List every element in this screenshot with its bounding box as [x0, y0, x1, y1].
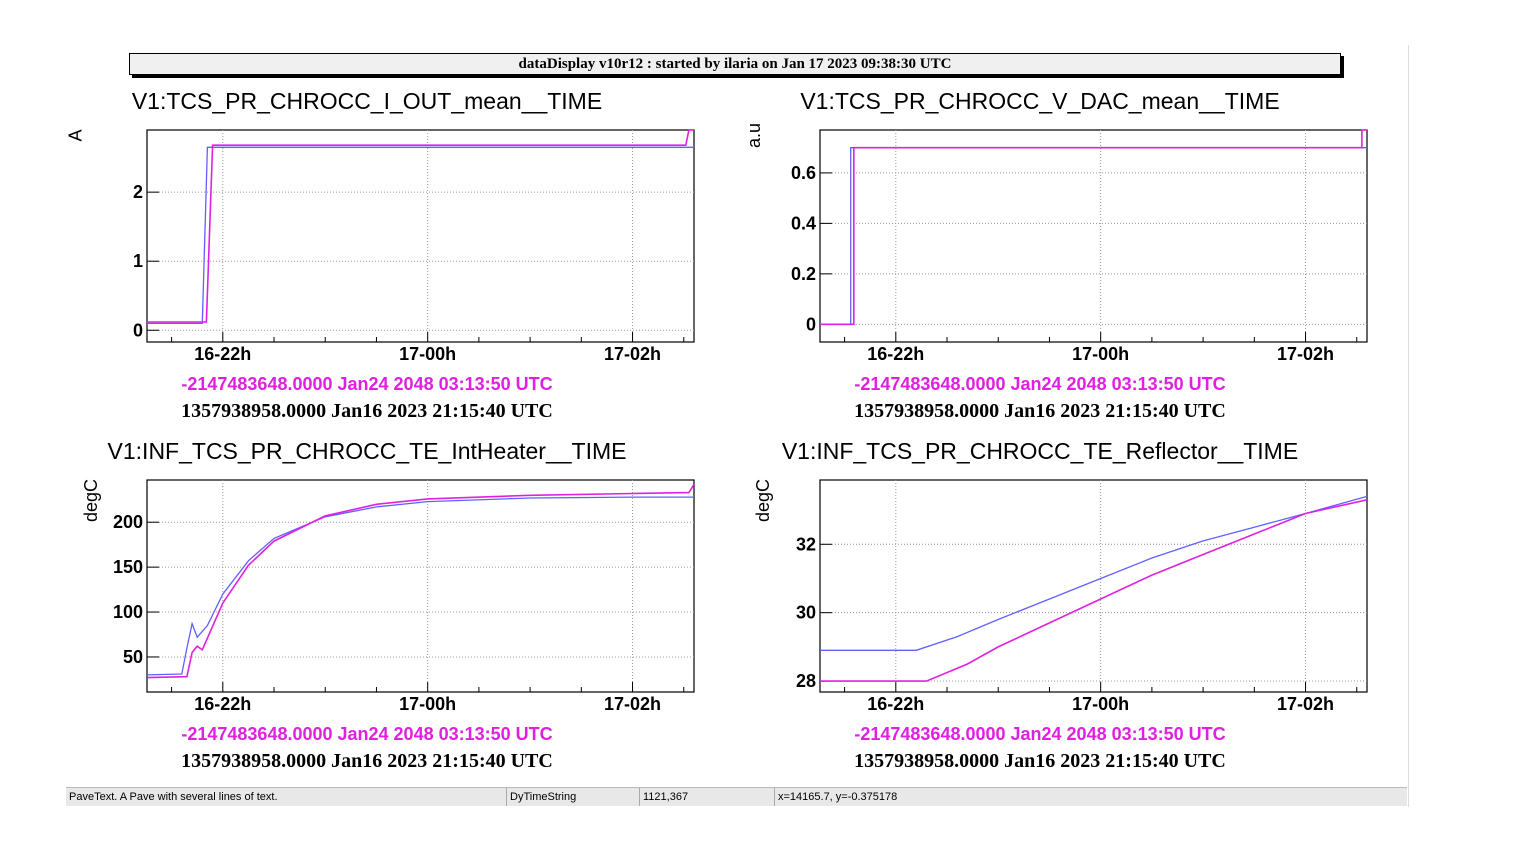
- series-blue-line: [820, 495, 1368, 651]
- status-class: DyTimeString: [506, 788, 576, 806]
- panel-title: V1:TCS_PR_CHROCC_I_OUT_mean__TIME: [131, 88, 603, 114]
- y-axis-label: a.u: [744, 122, 765, 149]
- x-tick-label: 17-00h: [399, 344, 456, 364]
- timestamp-line-2: 1357938958.0000 Jan16 2023 21:15:40 UTC: [181, 400, 553, 422]
- timestamp-line-1: -2147483648.0000 Jan24 2048 03:13:50 UTC: [854, 724, 1226, 744]
- x-tick-label: 16-22h: [867, 344, 924, 364]
- x-tick-label: 16-22h: [867, 694, 924, 714]
- series-magenta-line: [820, 129, 1367, 326]
- series-magenta-line: [146, 484, 695, 679]
- timestamp-line-2: 1357938958.0000 Jan16 2023 21:15:40 UTC: [854, 400, 1226, 422]
- series-blue-line: [147, 146, 694, 325]
- status-object: PaveText. A Pave with several lines of t…: [69, 791, 278, 803]
- y-tick-label: 0.4: [791, 213, 816, 233]
- plot-frame: [819, 129, 1368, 343]
- x-tick-label: 16-22h: [194, 694, 251, 714]
- y-tick-label: 100: [113, 602, 143, 622]
- x-tick-label: 17-02h: [1277, 344, 1334, 364]
- y-tick-label: 0: [806, 314, 816, 334]
- y-axis-label: degC: [81, 478, 102, 523]
- panel-title: V1:TCS_PR_CHROCC_V_DAC_mean__TIME: [800, 88, 1280, 114]
- plot-frame: [819, 479, 1368, 693]
- panel-title: V1:INF_TCS_PR_CHROCC_TE_Reflector__TIME: [781, 438, 1299, 464]
- x-tick-label: 17-02h: [604, 344, 661, 364]
- x-tick-label: 17-02h: [604, 694, 661, 714]
- plot-3[interactable]: 16-22h 17-00h 17-02h 28 30 32: [796, 479, 1368, 714]
- series-blue-line: [146, 496, 694, 676]
- plot-0[interactable]: 16-22h 17-00h 17-02h 0 1 2: [133, 129, 695, 364]
- y-tick-label: 30: [796, 603, 816, 623]
- y-tick-label: 150: [113, 557, 143, 577]
- y-tick-label: 28: [796, 671, 816, 691]
- timestamp-line-2: 1357938958.0000 Jan16 2023 21:15:40 UTC: [181, 750, 553, 772]
- timestamp-line-1: -2147483648.0000 Jan24 2048 03:13:50 UTC: [854, 374, 1226, 394]
- y-tick-label: 2: [133, 182, 143, 202]
- plot-frame: [146, 129, 695, 343]
- y-axis-label: degC: [753, 478, 774, 523]
- x-tick-label: 16-22h: [194, 344, 251, 364]
- y-tick-label: 200: [113, 512, 143, 532]
- timestamp-line-2: 1357938958.0000 Jan16 2023 21:15:40 UTC: [854, 750, 1226, 772]
- timestamp-line-1: -2147483648.0000 Jan24 2048 03:13:50 UTC: [181, 724, 553, 744]
- y-axis-label: A: [65, 129, 86, 142]
- series-magenta-line: [820, 499, 1368, 682]
- status-coords: x=14165.7, y=-0.375178: [774, 788, 897, 806]
- status-pixel: 1121,367: [639, 788, 688, 806]
- y-tick-label: 0.2: [791, 264, 816, 284]
- x-tick-label: 17-00h: [1072, 694, 1129, 714]
- timestamp-line-1: -2147483648.0000 Jan24 2048 03:13:50 UTC: [181, 374, 553, 394]
- y-tick-label: 0.6: [791, 163, 816, 183]
- plot-2[interactable]: 16-22h 17-00h 17-02h 50 100 150 200: [113, 479, 695, 714]
- y-tick-label: 50: [123, 647, 143, 667]
- x-tick-label: 17-02h: [1277, 694, 1334, 714]
- y-tick-label: 0: [133, 320, 143, 340]
- panel-title: V1:INF_TCS_PR_CHROCC_TE_IntHeater__TIME: [107, 438, 627, 464]
- y-tick-label: 1: [133, 251, 143, 271]
- header-pave[interactable]: dataDisplay v10r12 : started by ilaria o…: [129, 53, 1341, 75]
- status-bar: PaveText. A Pave with several lines of t…: [66, 787, 1407, 806]
- x-tick-label: 17-00h: [399, 694, 456, 714]
- plot-1[interactable]: 16-22h 17-00h 17-02h 0 0.2 0.4 0.6: [791, 129, 1368, 364]
- x-tick-label: 17-00h: [1072, 344, 1129, 364]
- y-tick-label: 32: [796, 534, 816, 554]
- series-magenta-line: [147, 129, 694, 323]
